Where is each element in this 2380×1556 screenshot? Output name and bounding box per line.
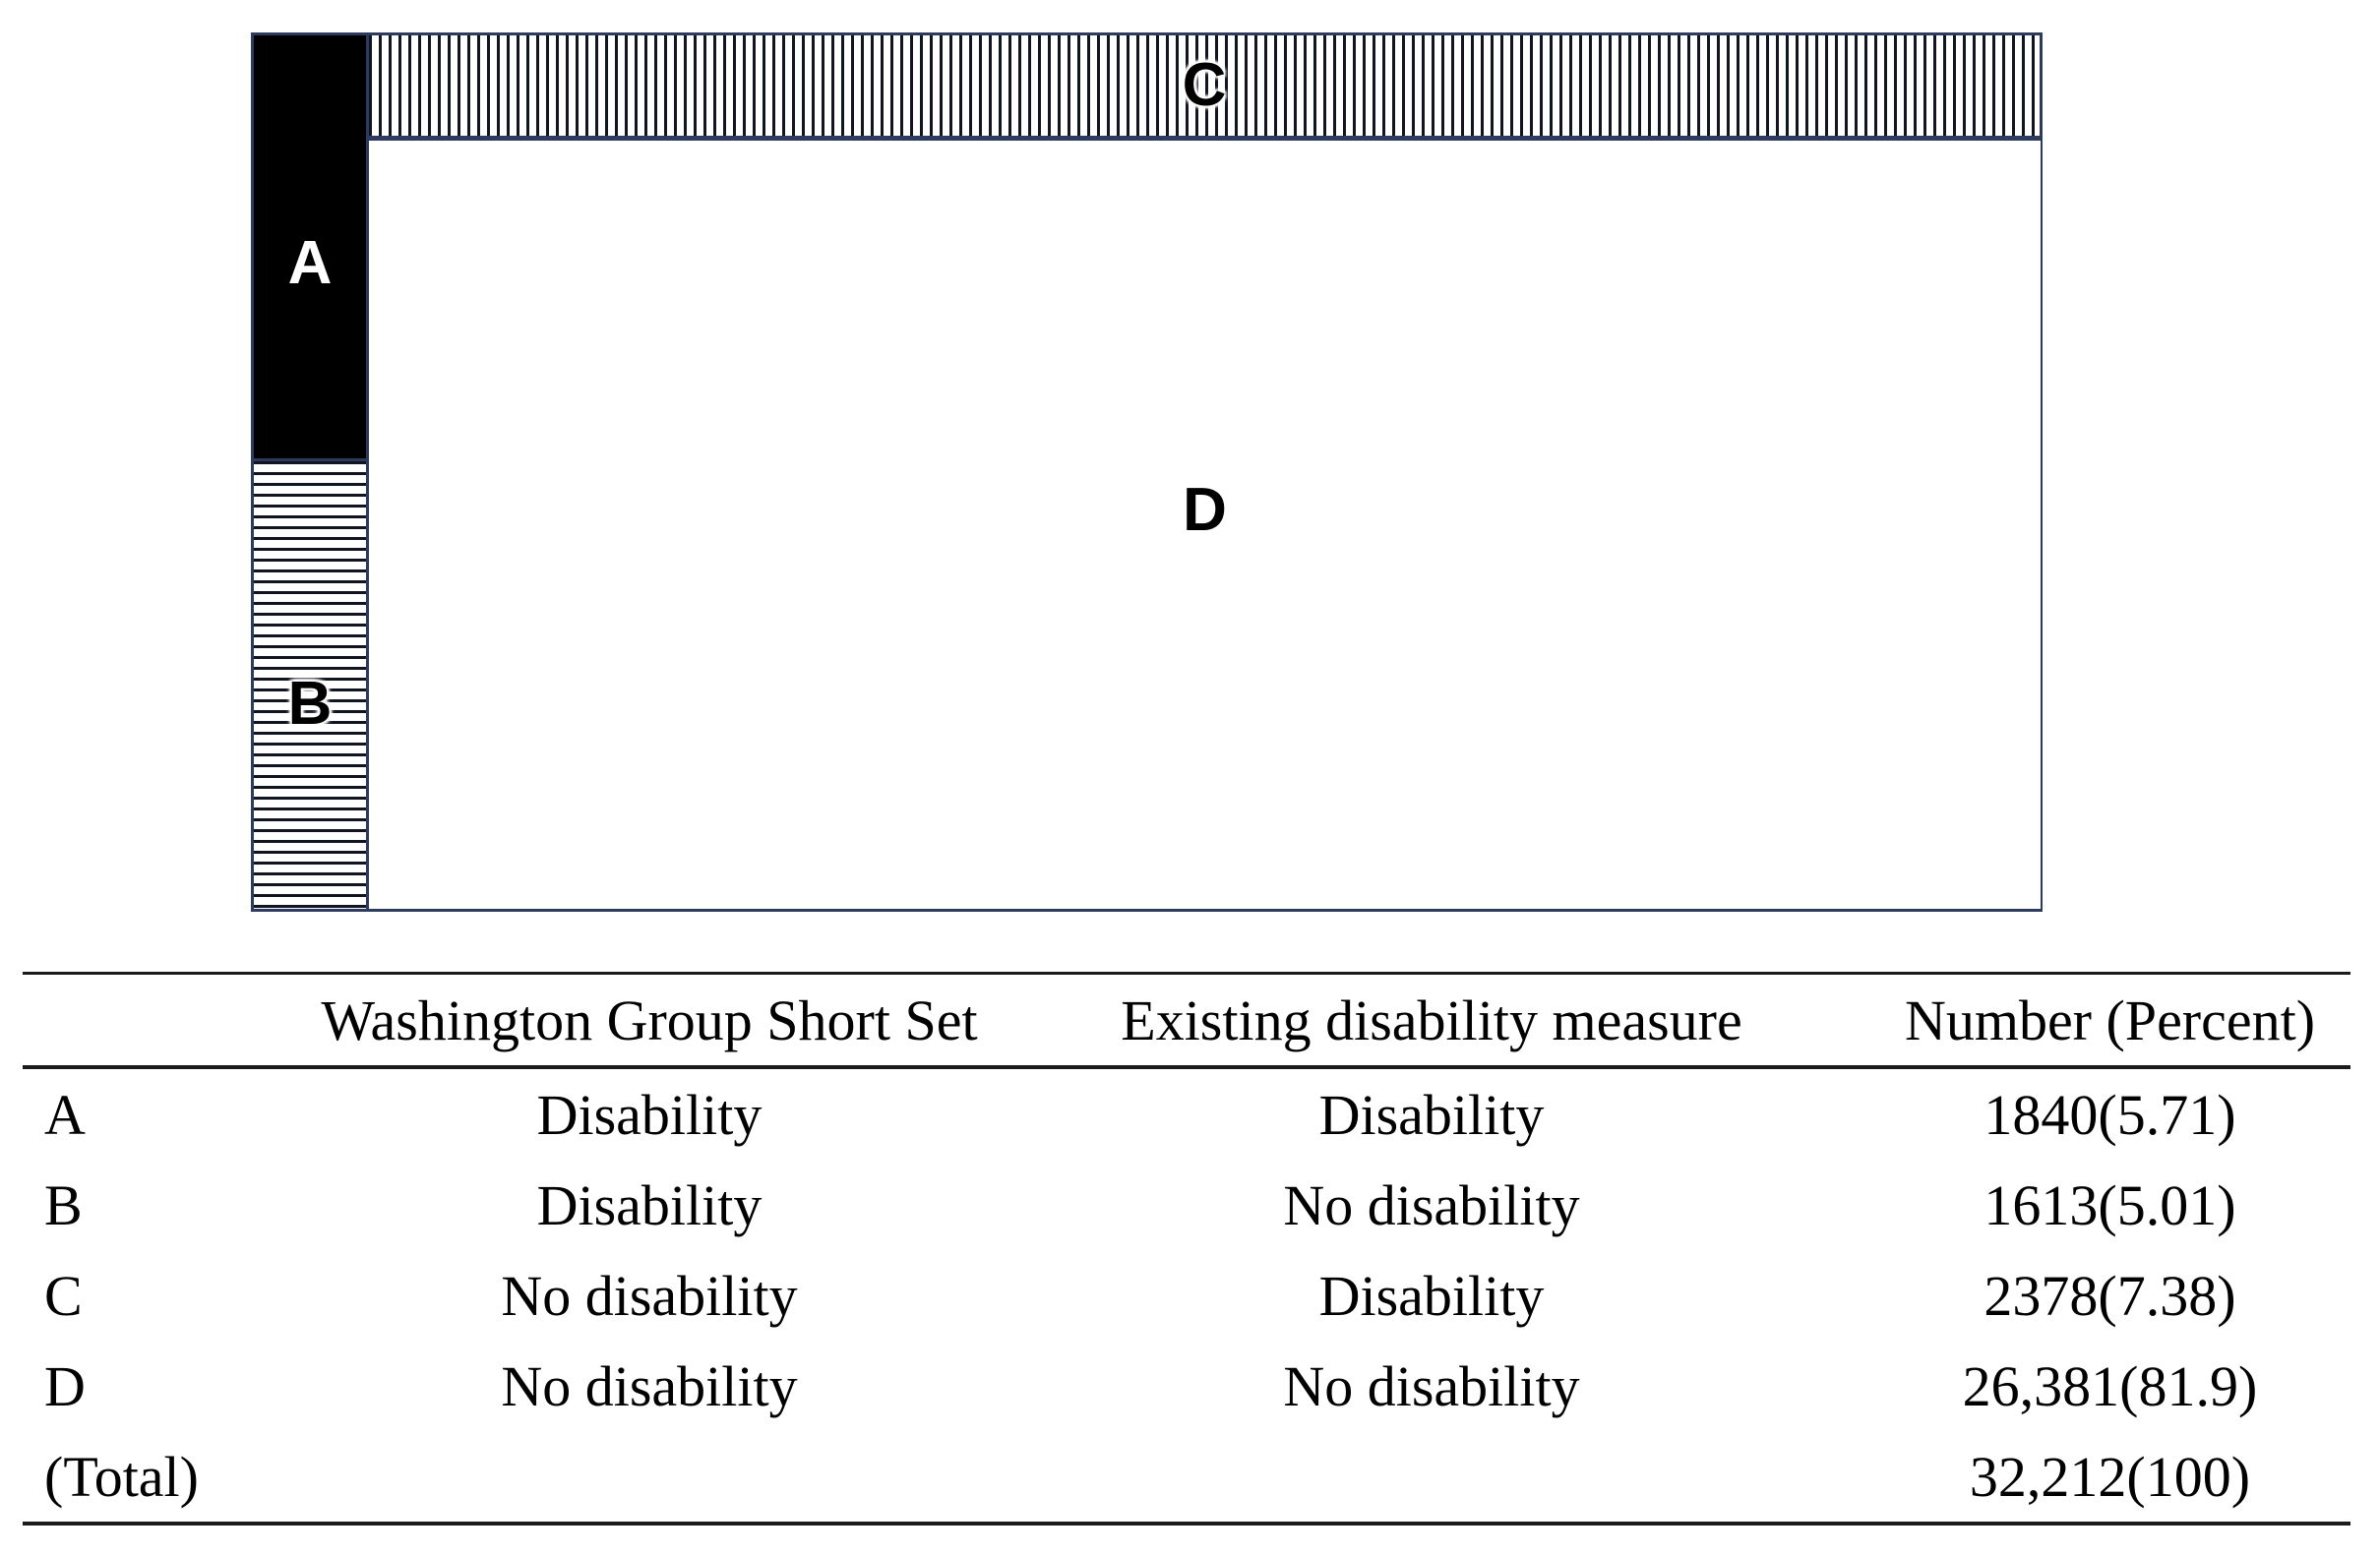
cell-wgss: No disability <box>501 1353 798 1418</box>
cell-existing: Disability <box>1318 1082 1545 1147</box>
table-row: A Disability Disability 1840(5.71) <box>23 1069 2350 1160</box>
row-label: A <box>44 1082 86 1147</box>
cell-wgss: Disability <box>536 1172 763 1237</box>
cell-number: 26,381(81.9) <box>1962 1353 2258 1418</box>
table-row: C No disability Disability 2378(7.38) <box>23 1250 2350 1341</box>
header-wgss: Washington Group Short Set <box>321 987 978 1052</box>
region-b-label: B <box>287 669 333 738</box>
table-bottom-rule <box>23 1522 2350 1526</box>
table-top-rule <box>23 972 2350 975</box>
table-row-total: (Total) 32,212(100) <box>23 1431 2350 1522</box>
cell-existing: Disability <box>1318 1263 1545 1328</box>
cell-number: 1840(5.71) <box>1983 1082 2236 1147</box>
region-d: D <box>369 141 2043 912</box>
cell-wgss: Disability <box>536 1082 763 1147</box>
region-a: A <box>254 35 366 461</box>
agreement-table: Washington Group Short Set Existing disa… <box>23 972 2350 1526</box>
table-header-rule <box>23 1065 2350 1069</box>
cell-existing: No disability <box>1283 1353 1580 1418</box>
header-number: Number (Percent) <box>1904 987 2316 1052</box>
region-d-label: D <box>1183 475 1227 544</box>
row-label: B <box>44 1172 83 1237</box>
region-c-label: C <box>1182 51 1227 119</box>
agreement-area-diagram: A B C D <box>251 32 2043 912</box>
table-row: D No disability No disability 26,381(81.… <box>23 1341 2350 1431</box>
cell-number: 32,212(100) <box>1969 1444 2251 1509</box>
row-label: C <box>44 1263 83 1328</box>
row-label: D <box>44 1353 86 1418</box>
region-a-label: A <box>287 229 333 297</box>
row-label: (Total) <box>44 1444 199 1509</box>
cell-number: 2378(7.38) <box>1983 1263 2236 1328</box>
table-header-row: Washington Group Short Set Existing disa… <box>23 975 2350 1065</box>
cell-number: 1613(5.01) <box>1983 1172 2236 1237</box>
table-row: B Disability No disability 1613(5.01) <box>23 1160 2350 1250</box>
cell-existing: No disability <box>1283 1172 1580 1237</box>
left-bar: A B <box>251 32 369 912</box>
cell-wgss: No disability <box>501 1263 798 1328</box>
region-b: B <box>254 461 366 909</box>
header-existing: Existing disability measure <box>1121 987 1742 1052</box>
region-c: C <box>369 32 2043 141</box>
